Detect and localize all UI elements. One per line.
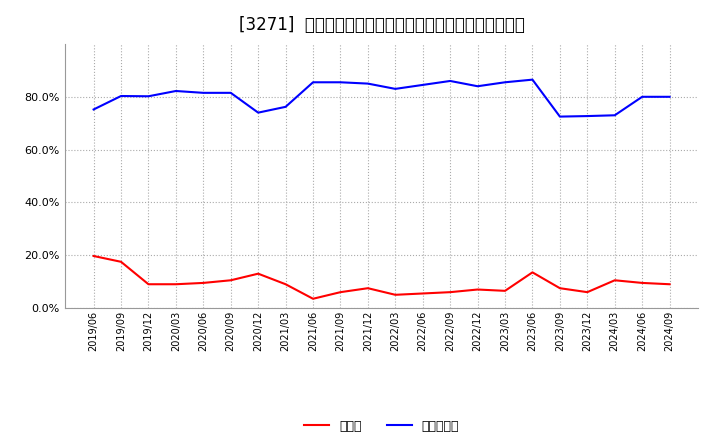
有利子負債 [418, 82, 427, 88]
現預金 [226, 278, 235, 283]
有利子負債 [528, 77, 537, 82]
有利子負債 [665, 94, 674, 99]
現預金 [583, 290, 592, 295]
有利子負債 [282, 104, 290, 110]
有利子負債 [336, 80, 345, 85]
現預金 [473, 287, 482, 292]
現預金 [611, 278, 619, 283]
有利子負債 [473, 84, 482, 89]
現預金 [89, 253, 98, 259]
現預金 [117, 259, 125, 264]
有利子負債 [226, 90, 235, 95]
現預金 [418, 291, 427, 296]
有利子負債 [500, 80, 509, 85]
現預金 [528, 270, 537, 275]
有利子負債 [583, 114, 592, 119]
Line: 現預金: 現預金 [94, 256, 670, 299]
有利子負債 [144, 94, 153, 99]
有利子負債 [446, 78, 454, 84]
有利子負債 [89, 107, 98, 112]
現預金 [665, 282, 674, 287]
有利子負債 [638, 94, 647, 99]
現預金 [391, 292, 400, 297]
現預金 [144, 282, 153, 287]
有利子負債 [199, 90, 207, 95]
現預金 [282, 282, 290, 287]
現預金 [364, 286, 372, 291]
有利子負債 [611, 113, 619, 118]
現預金 [199, 280, 207, 286]
有利子負債 [309, 80, 318, 85]
現預金 [254, 271, 263, 276]
有利子負債 [254, 110, 263, 115]
Title: [3271]  現預金、有利子負債の総資産に対する比率の推移: [3271] 現預金、有利子負債の総資産に対する比率の推移 [238, 16, 525, 34]
現預金 [500, 288, 509, 293]
有利子負債 [391, 86, 400, 92]
現預金 [171, 282, 180, 287]
現預金 [336, 290, 345, 295]
現預金 [446, 290, 454, 295]
Line: 有利子負債: 有利子負債 [94, 80, 670, 117]
現預金 [638, 280, 647, 286]
有利子負債 [364, 81, 372, 86]
現預金 [309, 296, 318, 301]
Legend: 現預金, 有利子負債: 現預金, 有利子負債 [299, 414, 464, 437]
有利子負債 [556, 114, 564, 119]
有利子負債 [117, 93, 125, 99]
有利子負債 [171, 88, 180, 94]
現預金 [556, 286, 564, 291]
